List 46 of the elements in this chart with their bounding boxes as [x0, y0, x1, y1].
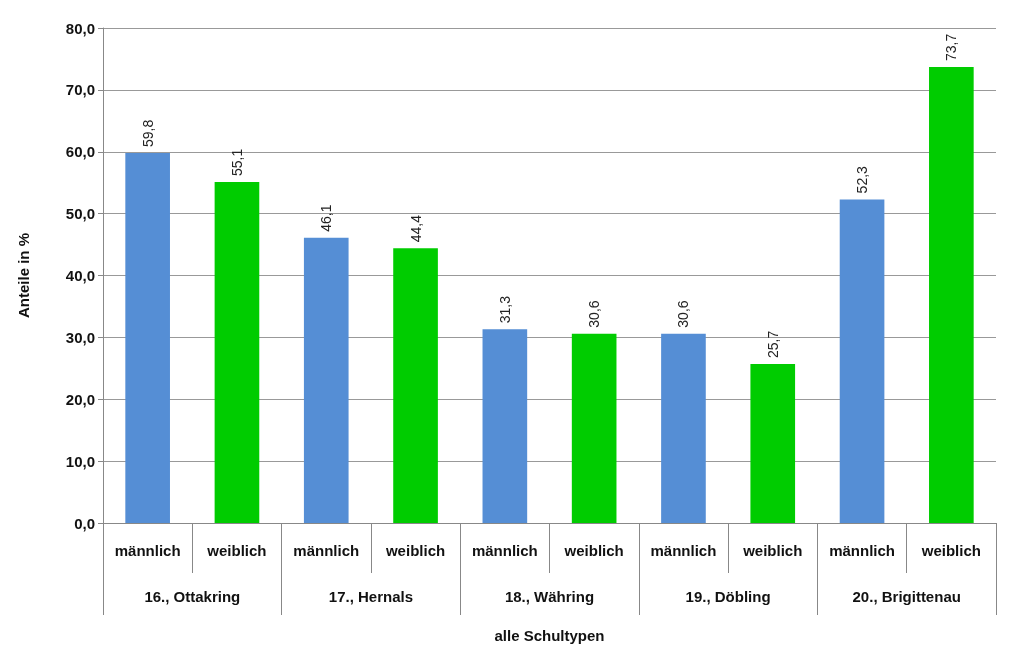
- y-tick-label: 30,0: [65, 328, 95, 346]
- text: 16., Ottakring: [144, 588, 241, 605]
- bar: [750, 363, 796, 523]
- data-label: 46,1: [318, 204, 335, 232]
- bar: [393, 248, 438, 523]
- y-axis-title: Anteile in %: [15, 232, 32, 319]
- x-tick-label: weiblich: [206, 542, 267, 559]
- x-tick-label: männlich: [650, 542, 717, 559]
- y-tick-label: 10,0: [65, 452, 95, 470]
- x-axis-title: alle Schultypen: [494, 627, 605, 644]
- text: 18., Währing: [504, 588, 595, 605]
- x-tick-label: männlich: [114, 542, 181, 559]
- x-tick-label: weiblich: [742, 542, 803, 559]
- data-label: 44,4: [407, 214, 424, 243]
- text: 19., Döbling: [685, 588, 771, 605]
- data-label: 31,3: [496, 295, 513, 324]
- bar: [661, 333, 706, 523]
- x-tick-label: männlich: [293, 542, 360, 559]
- y-tick-label: 80,0: [65, 19, 95, 37]
- data-label: 52,3: [854, 165, 871, 194]
- bar: [482, 329, 528, 523]
- y-tick-label: 70,0: [65, 81, 95, 99]
- data-label: 30,6: [586, 300, 603, 328]
- y-tick-label: 40,0: [65, 267, 95, 284]
- y-tick-label: 0,0: [74, 514, 95, 532]
- x-tick-label: weiblich: [920, 542, 981, 559]
- text: 17., Hernals: [328, 588, 414, 605]
- x-tick-label: weiblich: [384, 542, 446, 559]
- bar: [125, 152, 170, 523]
- bar: [839, 199, 885, 523]
- bar: [571, 333, 617, 523]
- data-label: 59,8: [139, 119, 156, 147]
- text: 20., Brigittenau: [852, 588, 961, 605]
- y-tick-label: 60,0: [65, 143, 95, 161]
- bar: [214, 182, 260, 523]
- data-label: 73,7: [943, 33, 960, 61]
- data-label: 55,1: [228, 148, 245, 177]
- bar: [929, 66, 974, 523]
- x-tick-label: weiblich: [563, 542, 624, 559]
- bar: [303, 237, 349, 523]
- x-tick-label: männlich: [829, 542, 895, 559]
- data-label: 30,6: [675, 300, 692, 328]
- y-tick-label: 20,0: [65, 390, 95, 408]
- x-tick-label: männlich: [471, 542, 538, 559]
- y-tick-label: 50,0: [65, 205, 95, 223]
- data-label: 25,7: [764, 330, 781, 358]
